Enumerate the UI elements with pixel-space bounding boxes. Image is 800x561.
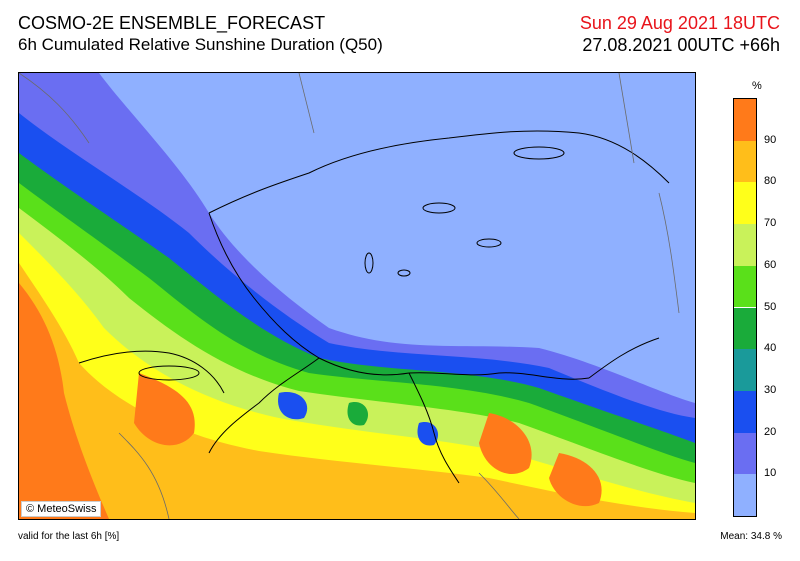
mean-value: Mean: 34.8 %: [720, 531, 782, 542]
colorbar-segment: [734, 349, 756, 391]
colorbar-tick-label: 20: [764, 425, 777, 438]
colorbar: [733, 98, 757, 517]
colorbar-segment: [734, 182, 756, 225]
colorbar-segment: [734, 307, 756, 350]
colorbar-segment: [734, 99, 756, 141]
colorbar-segment: [734, 432, 756, 475]
colorbar-tick-label: 60: [764, 258, 777, 271]
map-field: [19, 73, 695, 519]
copyright-text: © MeteoSwiss: [26, 503, 97, 515]
colorbar-tick-label: 10: [764, 467, 777, 480]
colorbar-segment: [734, 265, 756, 308]
colorbar-segment: [734, 474, 756, 516]
colorbar-segment: [734, 224, 756, 266]
validity-note: valid for the last 6h [%]: [18, 531, 120, 542]
product-title: 6h Cumulated Relative Sunshine Duration …: [18, 35, 383, 54]
copyright-label: © MeteoSwiss: [21, 501, 102, 517]
colorbar-tick-label: 30: [764, 383, 777, 396]
colorbar-segment: [734, 390, 756, 433]
run-info: 27.08.2021 00UTC +66h: [582, 35, 780, 55]
model-title: COSMO-2E ENSEMBLE_FORECAST: [18, 13, 326, 33]
chart-title-block: COSMO-2E ENSEMBLE_FORECAST 6h Cumulated …: [18, 12, 383, 56]
date-block: Sun 29 Aug 2021 18UTC 27.08.2021 00UTC +…: [580, 12, 780, 56]
colorbar-tick-label: 80: [764, 175, 777, 188]
colorbar-unit: %: [752, 80, 762, 92]
colorbar-tick-label: 50: [764, 300, 777, 313]
valid-date: Sun 29 Aug 2021 18UTC: [579, 13, 780, 33]
sunshine-map: © MeteoSwiss: [18, 72, 696, 520]
colorbar-tick-label: 40: [764, 342, 777, 355]
colorbar-tick-label: 70: [764, 217, 777, 230]
colorbar-tick-label: 90: [764, 133, 777, 146]
colorbar-segment: [734, 140, 756, 183]
